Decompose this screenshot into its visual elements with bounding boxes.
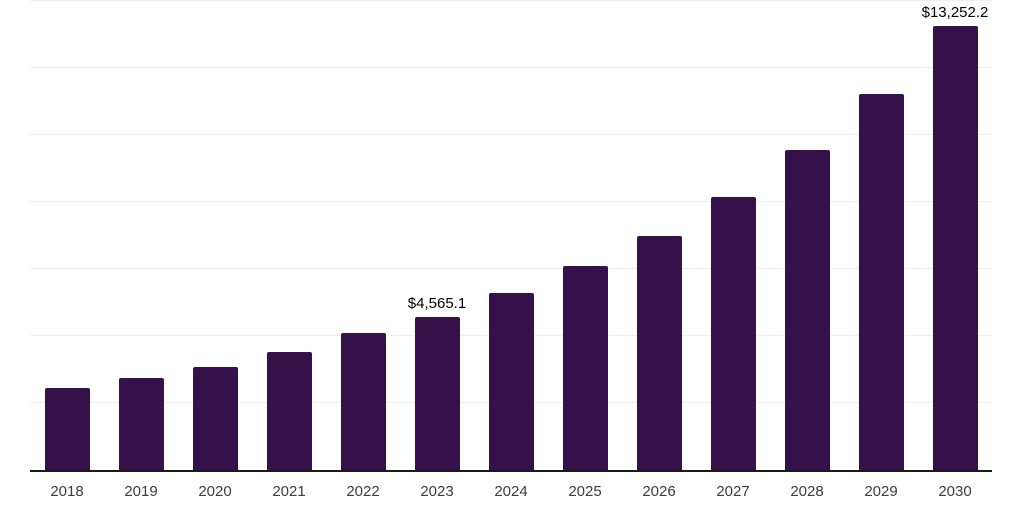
x-tick-2026: 2026: [642, 483, 676, 500]
bar-2028: [784, 149, 830, 470]
x-tick-2020: 2020: [198, 483, 232, 500]
value-label-2023: $4,565.1: [407, 295, 467, 313]
gridline-12000: [30, 67, 992, 69]
bar-cell-2020: [178, 0, 252, 470]
bar-2023: [414, 317, 460, 470]
x-tick-2029: 2029: [864, 483, 898, 500]
bar-2027: [710, 197, 756, 470]
bar-cell-2030: $13,252.2: [918, 0, 992, 470]
plot-area: $4,565.1 $13,252.2: [30, 0, 992, 472]
bar-cell-2029: [844, 0, 918, 470]
bar-cell-2024: [474, 0, 548, 470]
x-tick-2025: 2025: [568, 483, 602, 500]
x-tick-2027: 2027: [716, 483, 750, 500]
bar-2020: [192, 367, 238, 470]
bar-2022: [340, 333, 386, 470]
bar-cell-2018: [30, 0, 104, 470]
x-tick-2023: 2023: [420, 483, 454, 500]
bar-cell-2021: [252, 0, 326, 470]
bar-cell-2023: $4,565.1: [400, 0, 474, 470]
x-axis-tick-labels: 2018 2019 2020 2021 2022 2023 2024 2025 2026 2027…: [30, 483, 992, 501]
bar-2026: [636, 236, 682, 470]
gridline-8000: [30, 201, 992, 203]
bar-cell-2022: [326, 0, 400, 470]
bar-cell-2025: [548, 0, 622, 470]
x-tick-2022: 2022: [346, 483, 380, 500]
gridline-14000: [30, 0, 992, 2]
bar-2021: [266, 352, 312, 470]
bar-2019: [118, 378, 164, 470]
bars-container: $4,565.1 $13,252.2: [30, 0, 992, 470]
bar-2025: [562, 265, 608, 470]
bar-cell-2027: [696, 0, 770, 470]
x-tick-2028: 2028: [790, 483, 824, 500]
bar-cell-2019: [104, 0, 178, 470]
x-tick-2018: 2018: [50, 483, 84, 500]
x-tick-2030: 2030: [938, 483, 972, 500]
bar-2018: [44, 387, 90, 470]
x-tick-2021: 2021: [272, 483, 306, 500]
bar-2030: [932, 26, 978, 470]
bar-cell-2026: [622, 0, 696, 470]
value-label-2030: $13,252.2: [921, 4, 989, 22]
bar-2024: [488, 293, 534, 470]
x-axis-line: [30, 470, 992, 472]
bar-cell-2028: [770, 0, 844, 470]
gridline-10000: [30, 134, 992, 136]
gridline-6000: [30, 268, 992, 270]
x-tick-2019: 2019: [124, 483, 158, 500]
x-tick-2024: 2024: [494, 483, 528, 500]
bar-2029: [858, 94, 904, 470]
